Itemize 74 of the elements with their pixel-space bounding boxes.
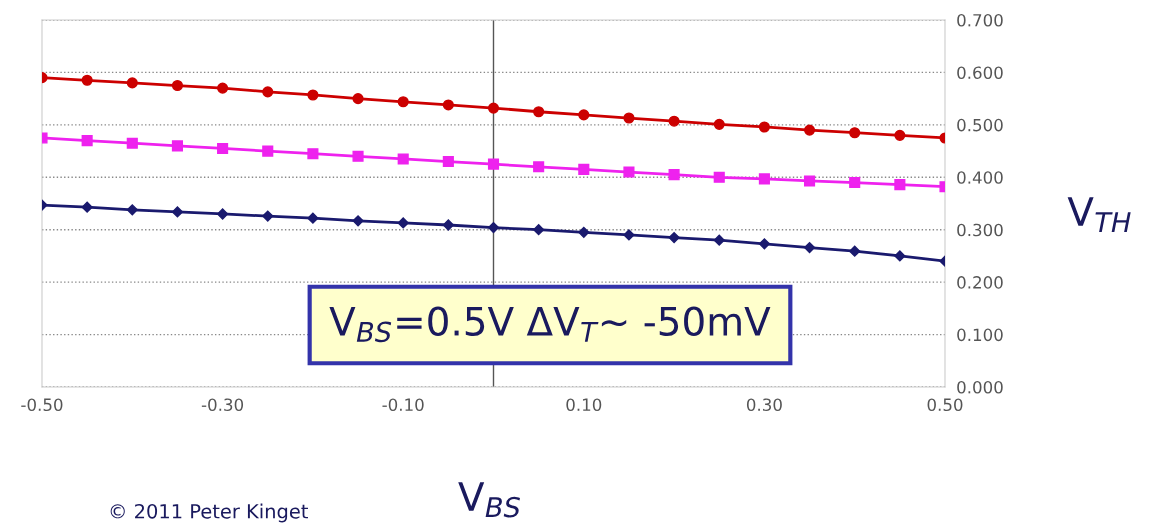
point [623,112,635,124]
point [894,179,906,191]
point [217,82,229,94]
point [487,102,500,114]
point [713,234,725,246]
point [803,124,816,136]
point [894,250,906,262]
x-axis-title: V$_{BS}$ [458,482,520,518]
point [578,163,590,175]
point [849,245,861,257]
point [216,208,229,220]
point [81,135,93,147]
point [262,86,274,98]
point [713,171,725,183]
y-tick-label: 0.700 [957,13,1003,27]
text: © 2011 Peter Kinget [110,503,308,523]
point [262,210,274,222]
point [307,212,319,224]
point [803,241,816,254]
point [442,99,454,111]
point [171,79,184,92]
point [262,145,274,157]
point [533,161,545,173]
point [578,109,590,121]
y-tick-label: 0.400 [957,171,1003,184]
point [487,158,500,170]
point [623,166,635,178]
x-tick-label: -0.30 [201,398,244,412]
point [126,77,138,89]
point [849,176,861,189]
x-tick-label: 0.50 [927,398,963,412]
annotation: V$_{BS}$=0.5V ΔV$_{T}$~ -50mV [329,306,771,343]
point [126,204,138,216]
point [487,222,500,234]
point [849,127,861,139]
point [171,206,184,218]
point [668,115,680,127]
point [758,121,770,133]
point [668,231,680,244]
x-tick-label: 0.10 [566,398,602,412]
point [307,148,319,160]
point [397,153,409,165]
x-tick-label: -0.10 [382,398,424,412]
point [397,217,409,229]
point [217,142,229,155]
point [81,74,93,86]
point [352,215,364,227]
y-tick-label: 0.300 [957,223,1003,237]
point [533,106,545,118]
point [352,150,364,162]
point [668,169,680,181]
point [758,238,771,250]
x-tick-label: 0.30 [746,398,782,412]
point [894,129,906,141]
point [307,89,319,101]
point [171,140,184,152]
point [442,156,454,168]
point [758,173,770,185]
y-axis-title: V$_{TH}$ [1067,197,1131,233]
y-tick-label: 0.100 [957,328,1003,342]
y-tick-label: 0.200 [957,276,1003,289]
point [442,219,454,231]
point [352,93,364,105]
point [81,201,93,213]
point [126,137,138,149]
point [578,226,590,238]
point [533,224,545,236]
point [713,118,725,130]
y-tick-label: 0.500 [957,118,1003,132]
point [397,96,409,108]
y-tick-label: 0.600 [957,66,1003,79]
x-tick-label: -0.50 [21,398,63,412]
y-tick-label: 0.000 [957,380,1003,394]
point [803,175,816,187]
